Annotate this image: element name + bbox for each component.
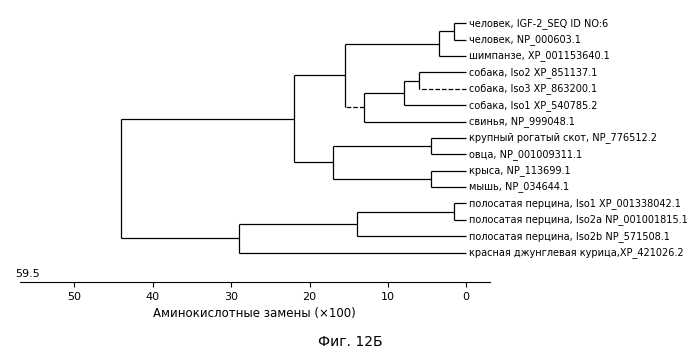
Text: шимпанзе, XP_001153640.1: шимпанзе, XP_001153640.1 [470, 50, 610, 61]
Text: крыса, NP_113699.1: крыса, NP_113699.1 [470, 165, 571, 176]
Text: свинья, NP_999048.1: свинья, NP_999048.1 [470, 116, 575, 127]
Text: полосатая перцина, Iso2b NP_571508.1: полосатая перцина, Iso2b NP_571508.1 [470, 231, 671, 242]
Text: мышь, NP_034644.1: мышь, NP_034644.1 [470, 181, 570, 192]
Text: 59.5: 59.5 [15, 269, 41, 279]
X-axis label: Аминокислотные замены (×100): Аминокислотные замены (×100) [153, 307, 356, 321]
Text: полосатая перцина, Iso1 XP_001338042.1: полосатая перцина, Iso1 XP_001338042.1 [470, 198, 681, 209]
Text: красная джунглевая курица,XP_421026.2: красная джунглевая курица,XP_421026.2 [470, 247, 684, 258]
Text: собака, Iso1 XP_540785.2: собака, Iso1 XP_540785.2 [470, 100, 598, 110]
Text: Фиг. 12Б: Фиг. 12Б [318, 335, 382, 349]
Text: собака, Iso2 XP_851137.1: собака, Iso2 XP_851137.1 [470, 67, 598, 78]
Text: овца, NP_001009311.1: овца, NP_001009311.1 [470, 149, 582, 160]
Text: крупный рогатый скот, NP_776512.2: крупный рогатый скот, NP_776512.2 [470, 132, 657, 143]
Text: собака, Iso3 XP_863200.1: собака, Iso3 XP_863200.1 [470, 83, 598, 94]
Text: полосатая перцина, Iso2a NP_001001815.1: полосатая перцина, Iso2a NP_001001815.1 [470, 214, 688, 225]
Text: человек, NP_000603.1: человек, NP_000603.1 [470, 34, 581, 45]
Text: человек, IGF-2_SEQ ID NO:6: человек, IGF-2_SEQ ID NO:6 [470, 18, 608, 29]
